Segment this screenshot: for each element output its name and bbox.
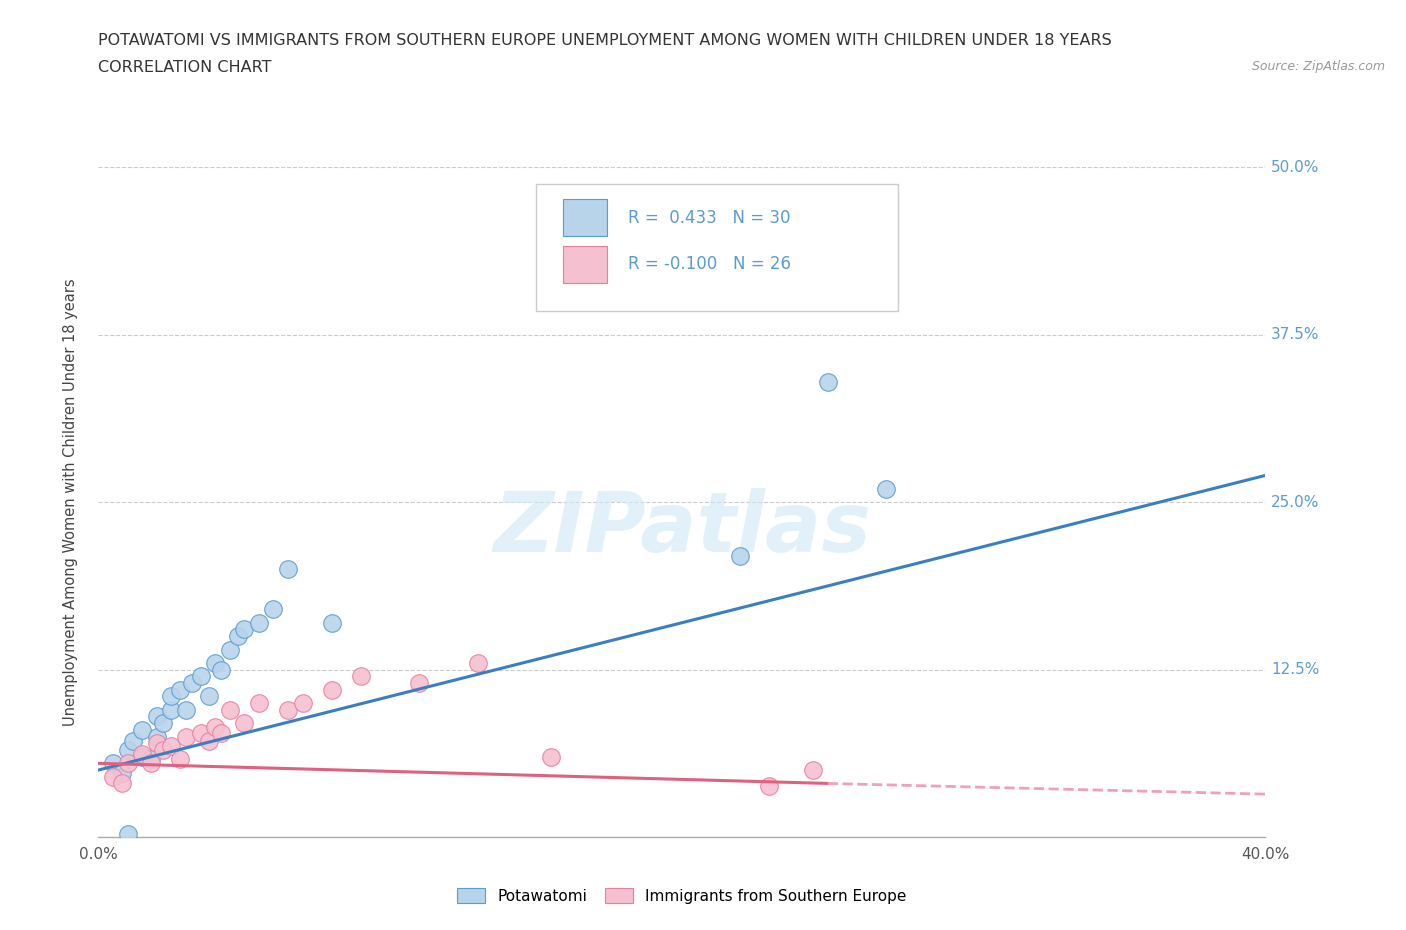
Point [131, 747, 153, 762]
Point [122, 733, 145, 748]
Point [218, 702, 240, 717]
Point [467, 656, 489, 671]
Point [169, 683, 191, 698]
Point [233, 622, 256, 637]
Text: 37.5%: 37.5% [1271, 327, 1320, 342]
Point [321, 616, 343, 631]
Point [540, 750, 562, 764]
Point [817, 374, 839, 389]
Point [146, 709, 169, 724]
Point [146, 736, 169, 751]
Point [160, 738, 183, 753]
Point [101, 769, 124, 784]
Point [139, 751, 162, 766]
Point [277, 702, 299, 717]
Text: 25.0%: 25.0% [1271, 495, 1320, 510]
Point [139, 756, 162, 771]
Point [204, 656, 226, 671]
Point [321, 683, 343, 698]
Legend: Potawatomi, Immigrants from Southern Europe: Potawatomi, Immigrants from Southern Eur… [451, 882, 912, 910]
Point [247, 696, 270, 711]
Point [111, 765, 134, 780]
Point [174, 729, 197, 744]
Point [277, 562, 299, 577]
Point [218, 642, 240, 657]
Point [180, 675, 202, 690]
Point [247, 616, 270, 631]
Point [190, 669, 212, 684]
Point [117, 827, 139, 842]
Point [131, 723, 153, 737]
Point [117, 756, 139, 771]
Bar [562, 199, 607, 236]
FancyBboxPatch shape [536, 184, 898, 312]
Point [160, 689, 183, 704]
Text: CORRELATION CHART: CORRELATION CHART [98, 60, 271, 75]
Point [101, 756, 124, 771]
Text: R =  0.433   N = 30: R = 0.433 N = 30 [628, 208, 790, 227]
Point [408, 675, 430, 690]
Point [169, 751, 191, 766]
Point [209, 725, 232, 740]
Text: R = -0.100   N = 26: R = -0.100 N = 26 [628, 256, 792, 273]
Point [152, 716, 174, 731]
Point [204, 720, 226, 735]
Point [758, 778, 780, 793]
Point [198, 733, 221, 748]
Point [160, 702, 183, 717]
Point [228, 629, 250, 644]
Text: ZIPatlas: ZIPatlas [494, 488, 870, 569]
Point [198, 689, 221, 704]
Point [131, 750, 153, 764]
Point [146, 729, 169, 744]
Point [291, 696, 314, 711]
Point [209, 662, 232, 677]
Point [190, 725, 212, 740]
Text: 12.5%: 12.5% [1271, 662, 1320, 677]
Point [728, 549, 751, 564]
Point [111, 776, 134, 790]
Text: Source: ZipAtlas.com: Source: ZipAtlas.com [1251, 60, 1385, 73]
Point [801, 763, 824, 777]
Point [152, 742, 174, 757]
Bar [562, 246, 607, 283]
Point [117, 742, 139, 757]
Text: 50.0%: 50.0% [1271, 160, 1320, 175]
Point [174, 702, 197, 717]
Y-axis label: Unemployment Among Women with Children Under 18 years: Unemployment Among Women with Children U… [63, 278, 77, 726]
Point [350, 669, 373, 684]
Point [233, 716, 256, 731]
Point [875, 482, 897, 497]
Point [262, 602, 284, 617]
Text: POTAWATOMI VS IMMIGRANTS FROM SOUTHERN EUROPE UNEMPLOYMENT AMONG WOMEN WITH CHIL: POTAWATOMI VS IMMIGRANTS FROM SOUTHERN E… [98, 33, 1112, 47]
